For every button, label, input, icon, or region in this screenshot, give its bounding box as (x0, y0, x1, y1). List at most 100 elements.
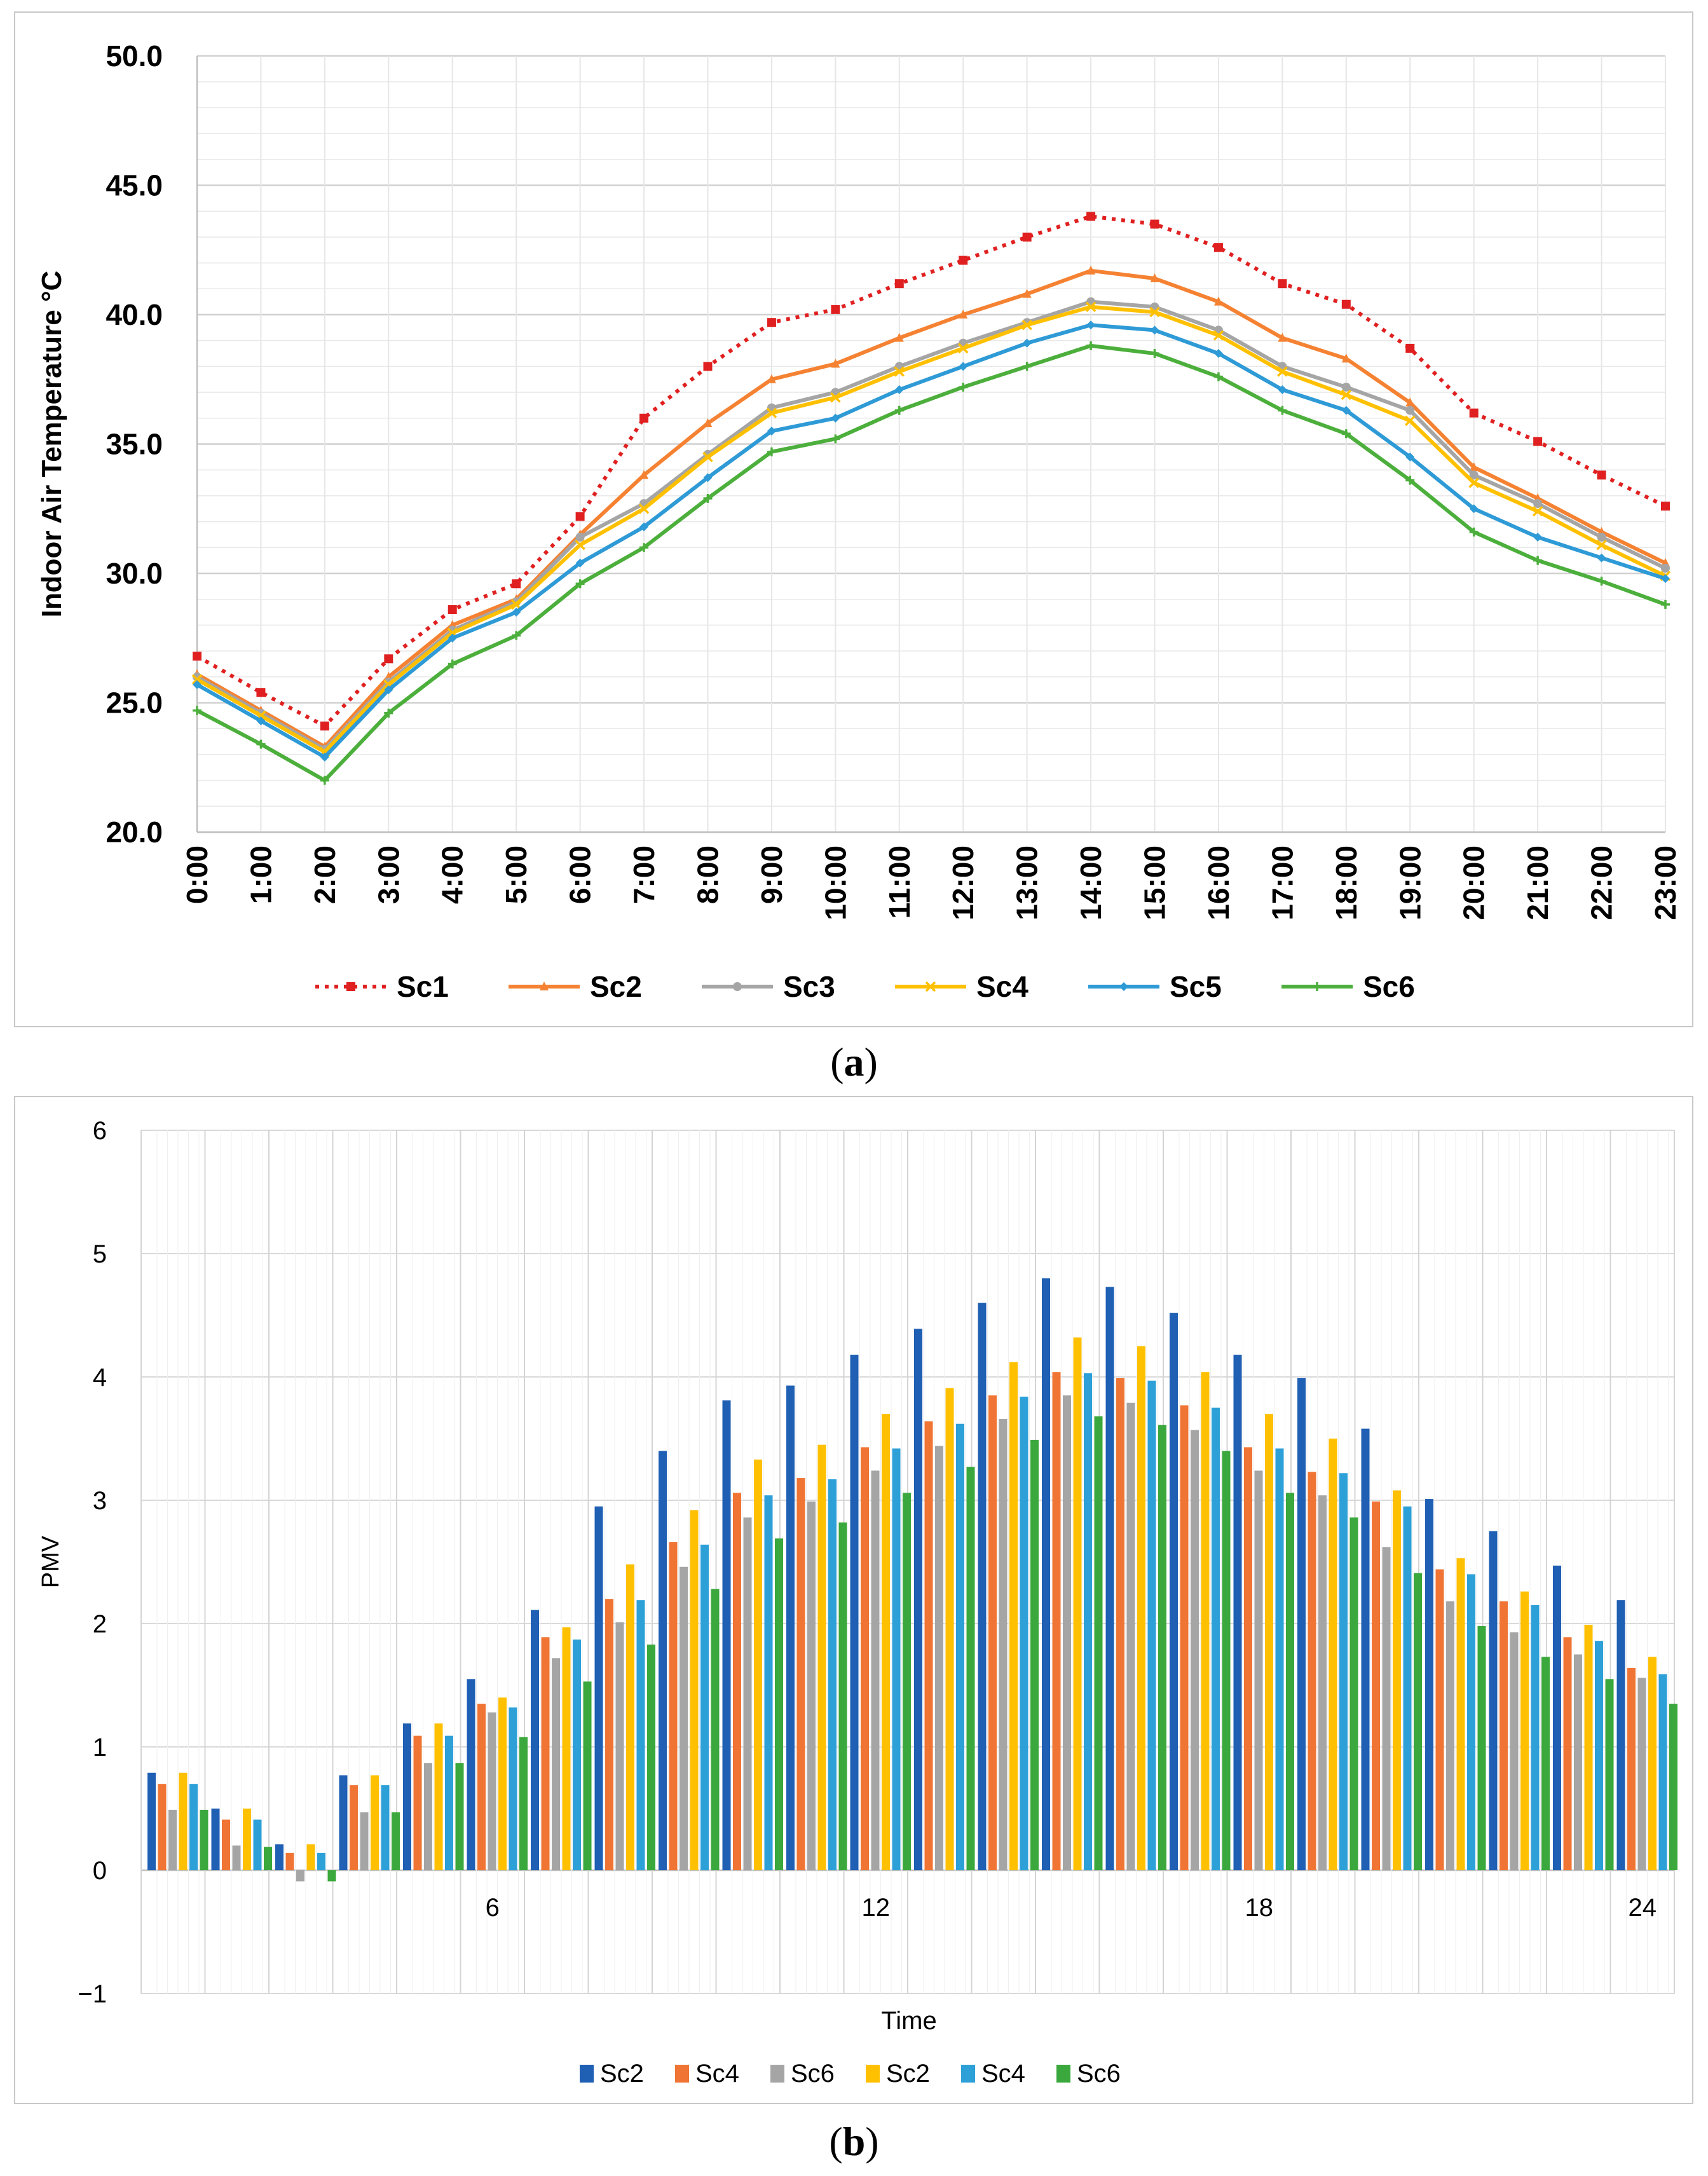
data-point (959, 256, 968, 265)
legend-marker (1313, 982, 1322, 991)
bar (488, 1712, 496, 1870)
bar (498, 1697, 507, 1870)
data-point (575, 579, 585, 589)
data-point (894, 332, 904, 342)
data-point (1341, 353, 1351, 363)
bar (1382, 1547, 1391, 1870)
x-tick-label: 9:00 (755, 845, 788, 904)
bar (1669, 1704, 1677, 1870)
data-point (1469, 462, 1479, 472)
bar (1052, 1372, 1061, 1870)
data-point (1597, 533, 1606, 542)
bar (424, 1763, 432, 1870)
bar (168, 1809, 177, 1870)
data-point (1596, 539, 1607, 551)
data-point (1533, 437, 1543, 446)
series-line (196, 299, 1667, 751)
caption-b-letter: b (842, 2119, 866, 2164)
data-point (320, 776, 329, 785)
y-tick-label: 0 (93, 1857, 107, 1885)
legend: Sc2 Sc4 Sc6 Sc2 Sc4 Sc6 (580, 2060, 1121, 2088)
bar (232, 1845, 241, 1870)
bar (1275, 1448, 1284, 1870)
bar (1425, 1499, 1433, 1870)
legend-swatch (866, 2065, 880, 2083)
bar (1393, 1490, 1401, 1870)
y-tick-label: 6 (93, 1117, 107, 1145)
data-point (1661, 599, 1670, 609)
data-point (1086, 265, 1096, 275)
data-point (191, 674, 203, 685)
data-point (639, 413, 649, 423)
data-point (1661, 502, 1670, 511)
bar (1446, 1601, 1454, 1870)
bar (1116, 1378, 1124, 1870)
bar (1094, 1416, 1103, 1870)
x-tick-label: 13:00 (1011, 845, 1044, 920)
bar (669, 1542, 678, 1870)
caption-a-letter: a (844, 1039, 864, 1085)
y-tick-label: 2 (93, 1610, 107, 1638)
bar (381, 1785, 390, 1870)
bar-series-sc4 (189, 1373, 1667, 1870)
x-tick-label: 16:00 (1202, 845, 1235, 920)
y-tick-label: 45.0 (106, 169, 163, 202)
bar (403, 1723, 411, 1870)
data-point (193, 706, 202, 715)
series-sc1 (193, 212, 1670, 731)
data-point (831, 305, 840, 314)
bar (1212, 1407, 1220, 1870)
data-point (1086, 320, 1096, 330)
bar (371, 1775, 379, 1870)
bar (817, 1444, 826, 1870)
legend-item: Sc6 (1056, 2060, 1121, 2088)
data-point (831, 434, 840, 444)
data-point (1278, 406, 1287, 415)
bar (1648, 1657, 1657, 1870)
data-point (320, 722, 329, 731)
data-point (447, 659, 457, 669)
data-point (384, 654, 393, 664)
x-tick-label: 12:00 (946, 845, 980, 920)
series-sc6 (193, 341, 1670, 785)
legend-item: Sc6 (770, 2060, 835, 2088)
data-point (638, 503, 650, 514)
bar (838, 1522, 847, 1870)
bar (327, 1870, 336, 1882)
bar (455, 1763, 464, 1870)
data-point (1341, 429, 1351, 439)
bar (1222, 1451, 1231, 1870)
bar (978, 1303, 987, 1870)
bar (861, 1447, 869, 1870)
bar (659, 1451, 667, 1870)
y-tick-label: 4 (93, 1364, 107, 1392)
bar (828, 1479, 837, 1870)
data-point (384, 685, 393, 695)
bar (1541, 1657, 1550, 1870)
data-point (384, 708, 393, 718)
bar (999, 1418, 1008, 1870)
data-point (1405, 452, 1415, 462)
series-line (196, 268, 1667, 749)
x-tick-label: 3:00 (372, 845, 405, 904)
legend-item: Sc2 (580, 2060, 644, 2088)
caption-a: (a) (830, 1039, 878, 1085)
bar (519, 1737, 528, 1870)
bar (306, 1844, 315, 1870)
x-tick-label: 5:00 (500, 845, 533, 904)
data-point (1086, 341, 1096, 350)
bar (1286, 1493, 1294, 1870)
x-tick-label: 14:00 (1074, 845, 1107, 920)
x-tick-label: 18:00 (1330, 845, 1363, 920)
bar (796, 1478, 805, 1870)
bar (594, 1506, 603, 1870)
bar (445, 1735, 453, 1870)
bar (1414, 1573, 1422, 1870)
legend-marker (925, 981, 936, 992)
bar (700, 1544, 709, 1870)
bar (1030, 1439, 1039, 1870)
bar (562, 1627, 571, 1870)
data-point (256, 716, 266, 725)
bar (179, 1772, 188, 1870)
